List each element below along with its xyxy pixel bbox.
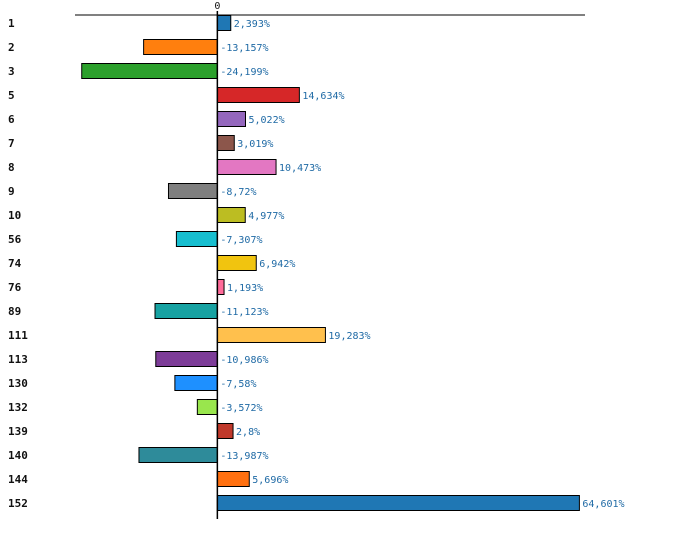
bar <box>196 399 218 415</box>
value-label: 14,634% <box>302 91 344 102</box>
value-label: 5,022% <box>248 115 284 126</box>
value-label: 3,019% <box>237 139 273 150</box>
bar <box>81 63 218 79</box>
bar <box>216 159 277 175</box>
bar <box>216 15 232 31</box>
bar <box>175 231 218 247</box>
category-label: 9 <box>8 185 15 198</box>
value-label: 19,283% <box>328 331 370 342</box>
bar <box>216 255 257 271</box>
category-label: 89 <box>8 305 21 318</box>
bar <box>216 207 246 223</box>
bar <box>216 279 225 295</box>
value-label: 5,696% <box>252 475 288 486</box>
value-label: -13,987% <box>220 451 268 462</box>
category-label: 140 <box>8 449 28 462</box>
bar <box>216 471 250 487</box>
category-label: 74 <box>8 257 22 270</box>
category-label: 5 <box>8 89 15 102</box>
value-label: 1,193% <box>227 283 263 294</box>
bar <box>138 447 218 463</box>
category-label: 152 <box>8 497 28 510</box>
bar <box>155 351 218 367</box>
category-label: 10 <box>8 209 21 222</box>
value-label: 64,601% <box>582 499 624 510</box>
category-label: 1 <box>8 17 15 30</box>
bar <box>143 39 218 55</box>
bar <box>167 183 218 199</box>
category-label: 111 <box>8 329 28 342</box>
value-label: -11,123% <box>220 307 268 318</box>
category-label: 113 <box>8 353 28 366</box>
category-label: 2 <box>8 41 15 54</box>
category-label: 76 <box>8 281 22 294</box>
bars-group <box>81 15 580 511</box>
category-label: 8 <box>8 161 15 174</box>
value-label: -3,572% <box>220 403 262 414</box>
category-label: 7 <box>8 137 15 150</box>
category-label: 6 <box>8 113 15 126</box>
bar <box>216 423 234 439</box>
bar <box>216 111 246 127</box>
bar <box>154 303 218 319</box>
labels-group: 1 2,393% 2 -13,157% 3 -24,199% 5 14,634% 6 5,022%… <box>8 17 625 510</box>
value-label: -24,199% <box>220 67 268 78</box>
category-label: 144 <box>8 473 28 486</box>
value-label: 6,942% <box>259 259 295 270</box>
value-label: -10,986% <box>220 355 268 366</box>
category-label: 139 <box>8 425 28 438</box>
category-label: 130 <box>8 377 28 390</box>
value-label: 2,393% <box>234 19 270 30</box>
value-label: 4,977% <box>248 211 284 222</box>
category-label: 132 <box>8 401 28 414</box>
category-label: 3 <box>8 65 15 78</box>
value-label: -13,157% <box>220 43 268 54</box>
value-label: -8,72% <box>220 187 256 198</box>
bar <box>216 135 235 151</box>
bar <box>216 327 326 343</box>
zero-tick-label: 0 <box>214 1 220 12</box>
value-label: -7,307% <box>220 235 262 246</box>
value-label: 10,473% <box>279 163 321 174</box>
bar <box>216 87 300 103</box>
bar <box>216 495 580 511</box>
value-label: -7,58% <box>220 379 256 390</box>
bar <box>174 375 218 391</box>
category-label: 56 <box>8 233 22 246</box>
value-label: 2,8% <box>236 427 260 438</box>
